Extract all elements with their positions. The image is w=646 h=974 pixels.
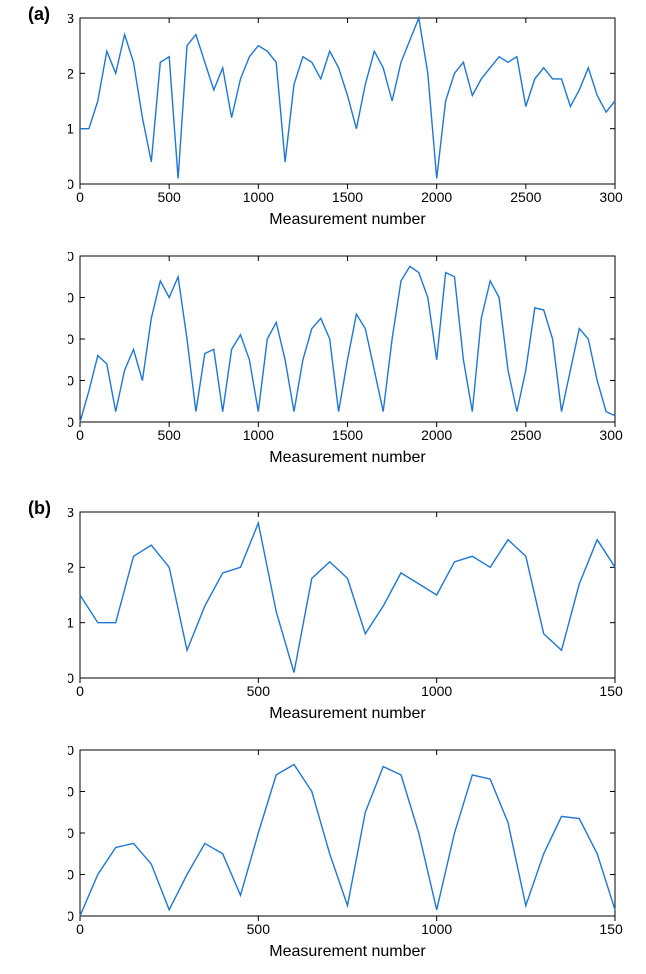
xtick-label: 0 bbox=[76, 189, 84, 205]
series-line bbox=[80, 18, 615, 179]
chart-a-fa-svg: 0 500 1000 1500 2000 2500 3000 0 20 40 60 80 Measure… bbox=[68, 252, 623, 467]
panel-a-label: (a) bbox=[28, 4, 50, 25]
ytick-label: 0 bbox=[68, 176, 74, 192]
xtick-label: 1000 bbox=[243, 189, 274, 205]
xtick-label: 2000 bbox=[421, 189, 452, 205]
xlabel: Measurement number bbox=[269, 211, 426, 228]
ytick-label: 3 bbox=[68, 508, 74, 520]
xtick-label: 2000 bbox=[421, 427, 452, 443]
series-line bbox=[80, 523, 615, 672]
xtick-label: 500 bbox=[157, 427, 181, 443]
chart-b-fa: 050010001500020406080Measurement numberF… bbox=[68, 746, 623, 916]
chart-b-fa-svg: 050010001500020406080Measurement numberF… bbox=[68, 746, 623, 961]
xtick-label: 1000 bbox=[243, 427, 274, 443]
xtick-label: 500 bbox=[247, 683, 271, 699]
ytick-label: 20 bbox=[68, 373, 74, 389]
ytick-label: 60 bbox=[68, 290, 74, 306]
ytick-label: 40 bbox=[68, 331, 74, 347]
series-line bbox=[80, 266, 615, 422]
ytick-label: 60 bbox=[68, 784, 74, 800]
xtick-label: 2500 bbox=[510, 427, 541, 443]
ytick-label: 0 bbox=[68, 908, 74, 924]
xtick-label: 1500 bbox=[599, 683, 623, 699]
ytick-label: 20 bbox=[68, 867, 74, 883]
xtick-label: 500 bbox=[157, 189, 181, 205]
xlabel: Measurement number bbox=[269, 943, 426, 960]
ytick-label: 40 bbox=[68, 825, 74, 841]
xtick-label: 1500 bbox=[332, 189, 363, 205]
xtick-label: 1500 bbox=[332, 427, 363, 443]
xtick-label: 1500 bbox=[599, 921, 623, 937]
ytick-label: 0 bbox=[68, 414, 74, 430]
plot-box bbox=[80, 18, 615, 184]
panel-b-label: (b) bbox=[28, 498, 51, 519]
plot-box bbox=[80, 750, 615, 916]
xtick-label: 3000 bbox=[599, 189, 623, 205]
ytick-label: 2 bbox=[68, 559, 74, 575]
series-line bbox=[80, 765, 615, 917]
xlabel: Measurement number bbox=[269, 705, 426, 722]
figure: (a) 0500100015002000250030000123Measurem… bbox=[0, 0, 646, 974]
chart-a-tr: 0500100015002000250030000123Measurement … bbox=[68, 14, 623, 184]
ytick-label: 0 bbox=[68, 670, 74, 686]
xtick-label: 0 bbox=[76, 683, 84, 699]
chart-a-tr-svg: 0 500 1000 1500 2000 2500 3000 0 1 2 3 Measurement … bbox=[68, 14, 623, 229]
chart-a-fa: 050010001500200025003000020406080Measure… bbox=[68, 252, 623, 422]
xtick-label: 3000 bbox=[599, 427, 623, 443]
ytick-label: 3 bbox=[68, 14, 74, 26]
ytick-label: 80 bbox=[68, 252, 74, 264]
xtick-label: 0 bbox=[76, 921, 84, 937]
xtick-label: 1000 bbox=[421, 683, 452, 699]
xtick-label: 2500 bbox=[510, 189, 541, 205]
chart-b-tr-svg: 0500100015000123Measurement numberTR [ms… bbox=[68, 508, 623, 723]
xtick-label: 1000 bbox=[421, 921, 452, 937]
ytick-label: 1 bbox=[68, 615, 74, 631]
ytick-label: 2 bbox=[68, 65, 74, 81]
xtick-label: 500 bbox=[247, 921, 271, 937]
ytick-label: 80 bbox=[68, 746, 74, 758]
chart-b-tr: 0500100015000123Measurement numberTR [ms… bbox=[68, 508, 623, 678]
xtick-label: 0 bbox=[76, 427, 84, 443]
ytick-label: 1 bbox=[68, 121, 74, 137]
xlabel: Measurement number bbox=[269, 449, 426, 466]
